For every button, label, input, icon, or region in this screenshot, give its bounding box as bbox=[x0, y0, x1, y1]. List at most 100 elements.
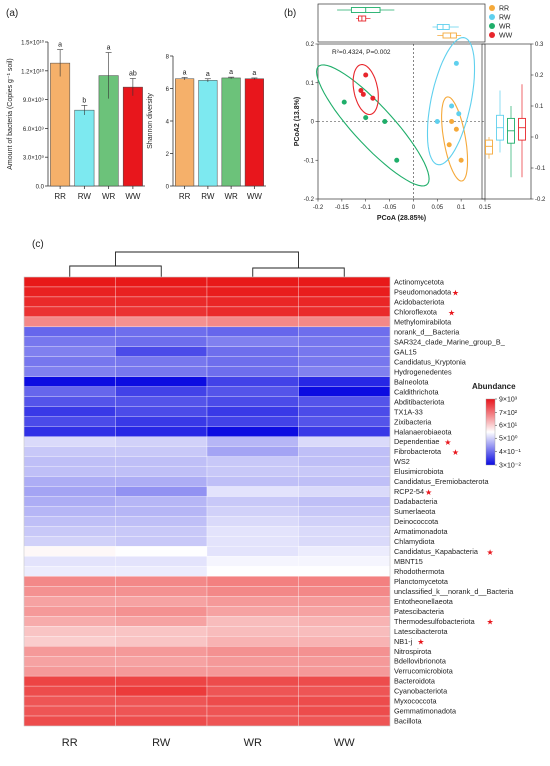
heatmap-cell bbox=[298, 695, 391, 707]
row-label: WS2 bbox=[394, 457, 410, 466]
y-tick-label: 8 bbox=[166, 55, 170, 61]
heatmap-cell bbox=[23, 346, 116, 357]
heatmap-cell bbox=[23, 296, 116, 308]
heatmap-cell bbox=[23, 665, 116, 677]
legend-tick-label: 6×10¹ bbox=[499, 423, 518, 430]
right-y-tick-label: 0.3 bbox=[535, 42, 544, 48]
right-y-tick-label: 0.2 bbox=[535, 73, 544, 79]
column-label: RR bbox=[62, 737, 78, 749]
bar-rr bbox=[50, 62, 71, 187]
row-label: Myxococcota bbox=[394, 697, 438, 706]
heatmap-cell bbox=[115, 695, 208, 707]
heatmap-cell bbox=[298, 466, 391, 477]
heatmap-cell bbox=[298, 715, 391, 727]
stat-annotation: R²=0.4324, P=0.002 bbox=[332, 49, 391, 56]
row-label: Thermodesulfobacteriota bbox=[394, 617, 476, 626]
legend-tick-label: 9×10³ bbox=[499, 397, 518, 404]
row-label: Cyanobacteriota bbox=[394, 687, 448, 696]
confidence-ellipse-ww bbox=[352, 64, 379, 116]
heatmap-cell bbox=[23, 396, 116, 407]
row-label: Zixibacteria bbox=[394, 417, 432, 426]
row-label: Pseudomonadota bbox=[394, 288, 452, 297]
point-wr bbox=[394, 157, 400, 163]
row-label: Nitrospirota bbox=[394, 647, 432, 656]
heatmap-cell bbox=[115, 276, 208, 288]
heatmap-cell bbox=[298, 606, 391, 617]
heatmap-cell bbox=[23, 356, 116, 367]
significance-star: ★ bbox=[452, 288, 459, 297]
heatmap-cell bbox=[206, 306, 299, 318]
heatmap-cell bbox=[115, 626, 208, 637]
significance-star: ★ bbox=[425, 488, 432, 497]
heatmap-cell bbox=[298, 486, 391, 497]
pcoa1-boxplot bbox=[317, 3, 486, 43]
heatmap-cell bbox=[23, 306, 116, 318]
heatmap-cell bbox=[298, 426, 391, 437]
point-rw bbox=[456, 111, 462, 117]
heatmap-cell bbox=[23, 486, 116, 497]
panel-a-label: (a) bbox=[6, 8, 18, 19]
heatmap-cell bbox=[298, 296, 391, 308]
heatmap-cell bbox=[206, 346, 299, 357]
heatmap-cell bbox=[298, 506, 391, 517]
point-wr bbox=[363, 115, 369, 121]
significance-letter: a bbox=[206, 71, 210, 78]
dendrogram-root bbox=[115, 251, 299, 268]
heatmap-cell bbox=[298, 356, 391, 367]
row-label: RCP2-54 bbox=[394, 487, 424, 496]
x-tick-label: -0.2 bbox=[313, 205, 324, 211]
heatmap-cell bbox=[206, 446, 299, 457]
heatmap-cell bbox=[298, 286, 391, 298]
heatmap-cell bbox=[115, 336, 208, 347]
significance-letter: a bbox=[58, 42, 62, 49]
row-label: TX1A-33 bbox=[394, 407, 423, 416]
heatmap-cell bbox=[115, 516, 208, 527]
row-label: norank_d__Bacteria bbox=[394, 327, 460, 336]
heatmap-cell bbox=[206, 576, 299, 587]
bar-ww bbox=[122, 86, 143, 187]
point-wr bbox=[341, 99, 347, 105]
row-label: Fibrobacterota bbox=[394, 447, 442, 456]
significance-letter: b bbox=[82, 97, 86, 104]
heatmap-cell bbox=[23, 695, 116, 707]
heatmap-cell bbox=[206, 386, 299, 397]
heatmap-cell bbox=[23, 705, 116, 717]
heatmap-cell bbox=[206, 536, 299, 547]
row-label: Chlamydiota bbox=[394, 537, 435, 546]
x-tick-label: -0.15 bbox=[335, 205, 349, 211]
heatmap-cell bbox=[298, 675, 391, 687]
heatmap-cell bbox=[298, 476, 391, 487]
row-label: Halanaerobiaeota bbox=[394, 427, 453, 436]
legend-marker-rw bbox=[489, 14, 495, 20]
heatmap-cell bbox=[206, 646, 299, 657]
legend-tick-label: 5×10⁰ bbox=[499, 435, 518, 443]
heatmap-cell bbox=[206, 636, 299, 647]
x-tick-label: RW bbox=[201, 192, 215, 201]
x-tick-label: RR bbox=[54, 192, 66, 201]
heatmap-cell bbox=[298, 546, 391, 557]
heatmap-cell bbox=[206, 516, 299, 527]
heatmap-cell bbox=[115, 396, 208, 407]
heatmap-cell bbox=[206, 626, 299, 637]
heatmap-cell bbox=[298, 576, 391, 587]
significance-letter: a bbox=[183, 69, 187, 76]
heatmap-cell bbox=[23, 596, 116, 607]
row-label: Candidatus_Eremiobacterota bbox=[394, 477, 489, 486]
heatmap-cell bbox=[298, 516, 391, 527]
row-label: Hydrogenedentes bbox=[394, 367, 452, 376]
row-label: Dependentiae bbox=[394, 437, 439, 446]
heatmap-cell bbox=[23, 406, 116, 417]
column-label: WW bbox=[334, 737, 355, 749]
column-dendrogram bbox=[69, 251, 345, 277]
heatmap-cell bbox=[206, 616, 299, 627]
x-tick-label: RR bbox=[179, 192, 191, 201]
heatmap-cell bbox=[23, 516, 116, 527]
row-label: Elusimicrobiota bbox=[394, 467, 444, 476]
heatmap-cell bbox=[115, 356, 208, 367]
heatmap-cell bbox=[23, 376, 116, 387]
heatmap-cell bbox=[115, 715, 208, 727]
significance-letter: a bbox=[252, 70, 256, 77]
heatmap-cell bbox=[206, 526, 299, 537]
heatmap-cell bbox=[23, 446, 116, 457]
